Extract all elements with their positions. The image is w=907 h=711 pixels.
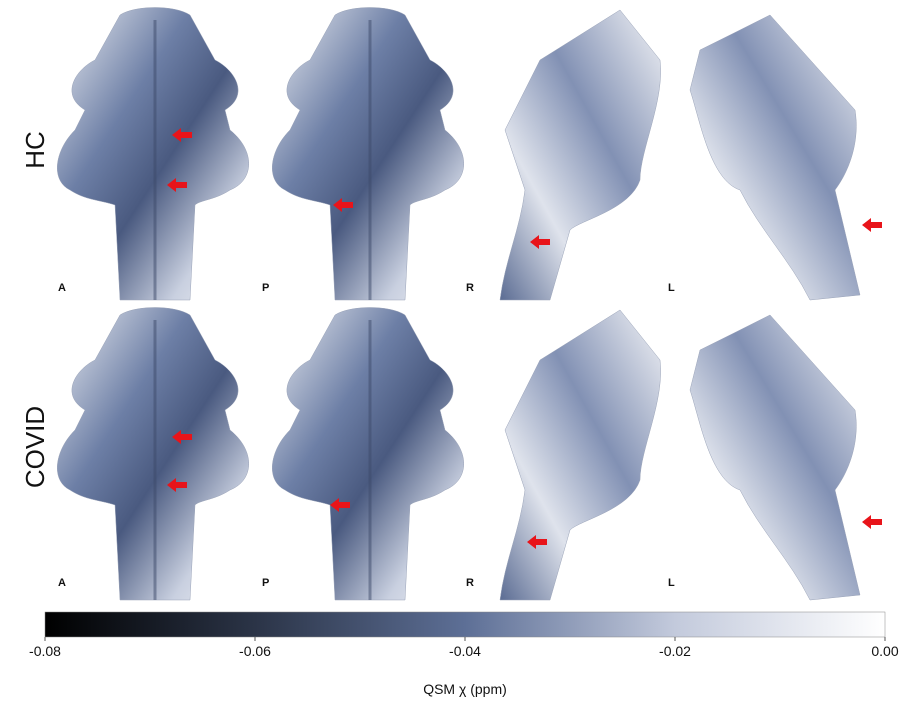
brainstem-anterior: [55, 306, 251, 602]
brainstem-left: [689, 14, 861, 301]
view-label: R: [466, 577, 474, 589]
brainstem-left: [689, 314, 861, 601]
view-label: L: [668, 577, 675, 589]
renderings: [55, 6, 861, 602]
brainstem-anterior: [55, 6, 251, 302]
brainstem-posterior: [270, 306, 466, 602]
row-label: HC: [20, 131, 50, 169]
view-label: P: [262, 282, 269, 294]
view-label: L: [668, 282, 675, 294]
tick-label: -0.02: [659, 643, 691, 659]
colorbar: [44, 611, 886, 638]
brainstem-posterior: [270, 6, 466, 302]
row-label: COVID: [20, 406, 50, 488]
tick-label: -0.04: [449, 643, 481, 659]
brainstem-right: [499, 9, 661, 301]
view-label: P: [262, 577, 269, 589]
tick-label: -0.08: [29, 643, 61, 659]
tick-label: -0.06: [239, 643, 271, 659]
view-label: A: [58, 577, 66, 589]
brainstem-right: [499, 309, 661, 601]
view-label: R: [466, 282, 474, 294]
colorbar-label: QSM χ (ppm): [423, 681, 507, 697]
tick-label: 0.00: [871, 643, 898, 659]
view-label: A: [58, 282, 66, 294]
